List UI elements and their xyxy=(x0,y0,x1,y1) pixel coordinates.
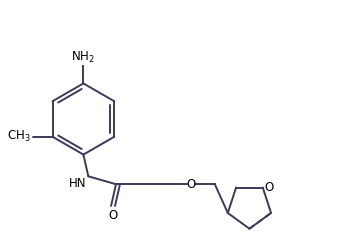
Text: O: O xyxy=(108,209,118,222)
Text: O: O xyxy=(186,178,196,191)
Text: HN: HN xyxy=(69,177,86,190)
Text: O: O xyxy=(265,181,274,194)
Text: CH$_3$: CH$_3$ xyxy=(7,129,31,144)
Text: NH$_2$: NH$_2$ xyxy=(71,50,95,65)
